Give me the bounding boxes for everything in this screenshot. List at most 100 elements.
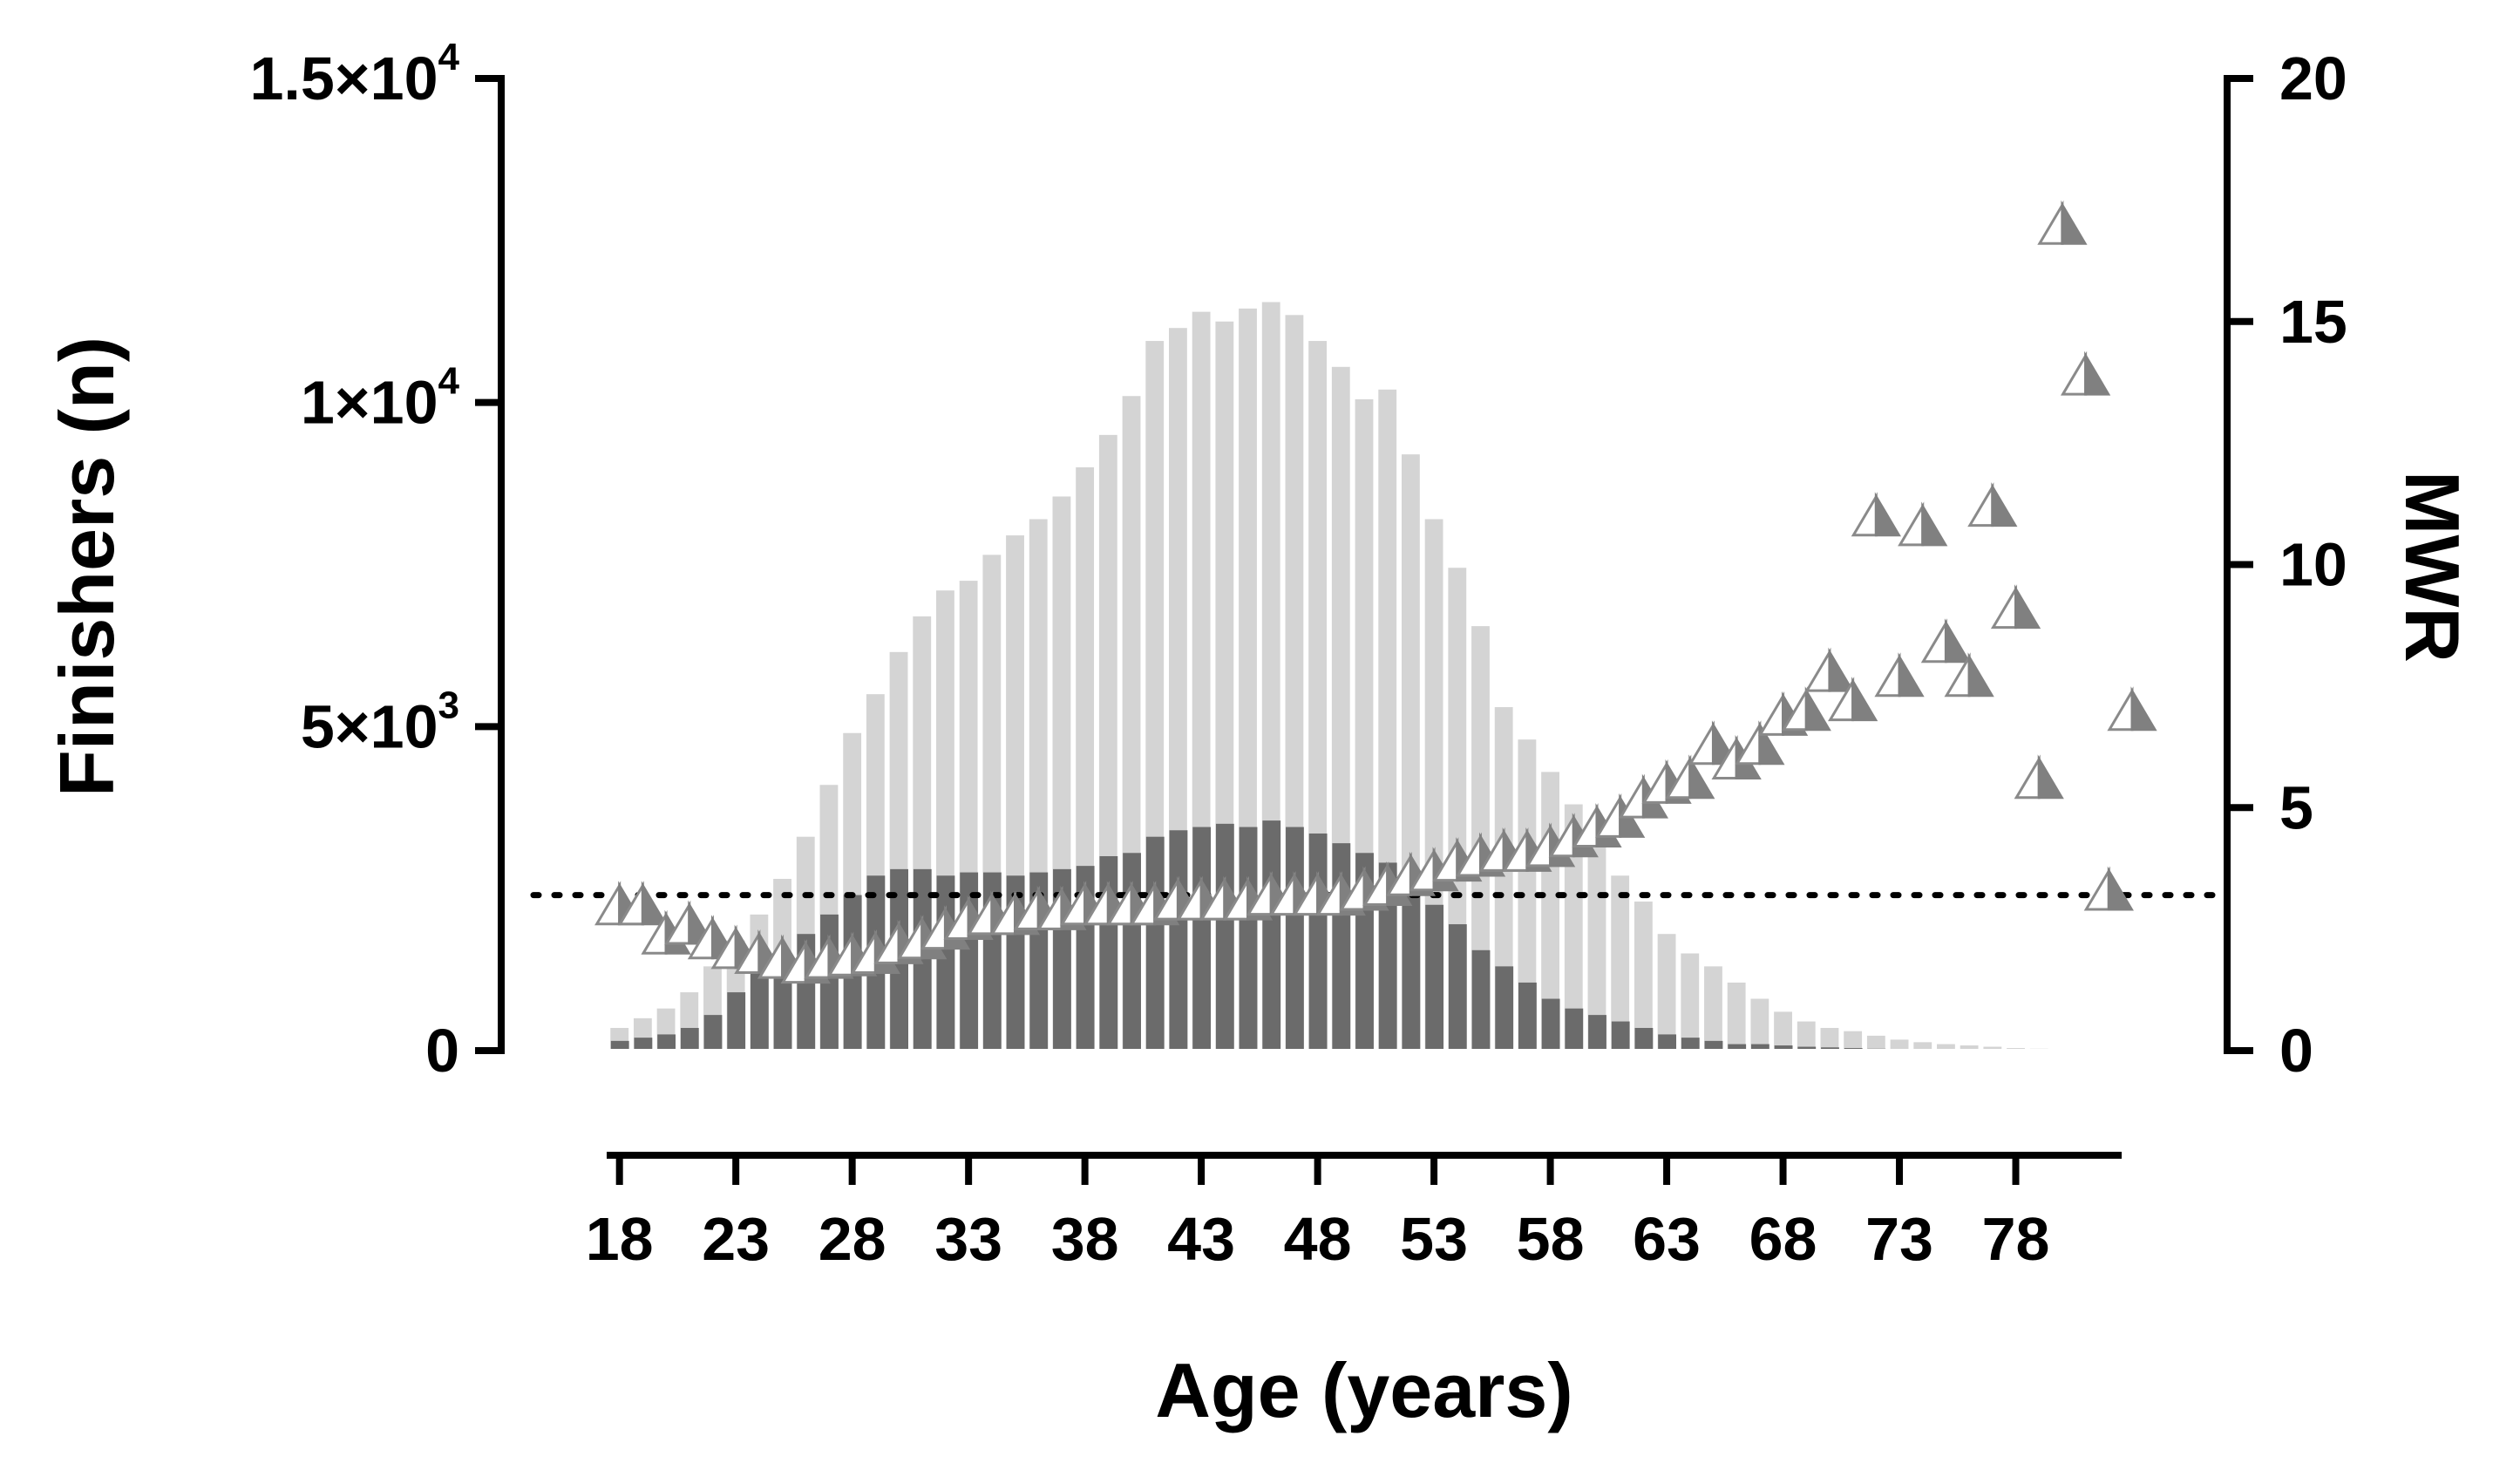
marker-right-half: [2084, 350, 2111, 396]
bar-all-finishers: [1890, 1039, 1909, 1049]
marker-right-half: [1898, 652, 1925, 698]
bar-all-finishers: [1983, 1046, 2002, 1049]
bar-all-finishers: [1657, 934, 1676, 1049]
marker-right-half: [2037, 754, 2064, 800]
bar-all-finishers: [1681, 953, 1700, 1049]
marker-left-half: [1804, 647, 1831, 692]
mwr-marker: [1967, 482, 2018, 527]
x-tick-label: 38: [1051, 1205, 1119, 1273]
bar-subgroup-finishers: [1286, 827, 1304, 1049]
mwr-marker: [2083, 866, 2134, 911]
marker-right-half: [1944, 618, 1972, 664]
marker-right-half: [1967, 652, 1994, 698]
bar-all-finishers: [1797, 1021, 1816, 1049]
bar-all-finishers: [1494, 707, 1513, 1049]
marker-right-half: [1851, 677, 1878, 722]
bar-subgroup-finishers: [1495, 966, 1514, 1049]
x-tick-label: 18: [586, 1205, 654, 1273]
marker-left-half: [1920, 618, 1947, 664]
mwr-marker: [1851, 492, 1901, 537]
x-tick-label: 48: [1284, 1205, 1352, 1273]
marker-left-half: [594, 881, 622, 926]
bar-all-finishers: [1774, 1011, 1792, 1049]
marker-left-half: [2037, 200, 2064, 245]
bar-all-finishers: [1913, 1042, 1932, 1049]
mwr-marker: [1828, 677, 1878, 722]
marker-right-half: [2130, 686, 2157, 732]
bar-subgroup-finishers: [1750, 1044, 1769, 1049]
x-axis-title: Age (years): [1155, 1347, 1572, 1433]
marker-left-half: [1688, 720, 1715, 766]
left-y-tick-label: 0: [425, 1017, 459, 1085]
right-y-tick-label: 5: [2279, 773, 2313, 841]
bar-subgroup-finishers: [657, 1034, 676, 1049]
bar-all-finishers: [1727, 982, 1746, 1049]
bar-subgroup-finishers: [680, 1027, 699, 1049]
mwr-marker: [1665, 754, 1715, 800]
mwr-marker: [1990, 584, 2041, 630]
x-tick-label: 53: [1400, 1205, 1468, 1273]
x-tick-label: 63: [1633, 1205, 1701, 1273]
mwr-marker: [2014, 754, 2064, 800]
bar-subgroup-finishers: [1681, 1038, 1700, 1049]
marker-left-half: [1967, 482, 1994, 527]
bar-subgroup-finishers: [1262, 820, 1281, 1049]
x-tick-label: 28: [818, 1205, 886, 1273]
mwr-markers: [594, 200, 2157, 984]
right-y-axis-title: MWR: [2389, 471, 2476, 663]
mwr-marker: [2107, 686, 2157, 732]
mwr-marker: [1898, 501, 1948, 547]
marker-left-half: [1898, 501, 1925, 547]
x-tick-label: 33: [934, 1205, 1002, 1273]
right-y-tick-label: 20: [2279, 44, 2347, 112]
bar-all-finishers: [1937, 1044, 1955, 1049]
bar-all-finishers: [2007, 1048, 2025, 1049]
x-tick-label: 78: [1982, 1205, 2050, 1273]
right-y-tick-label: 10: [2279, 531, 2347, 599]
mwr-marker: [2060, 350, 2111, 396]
bar-all-finishers: [1518, 739, 1537, 1049]
mwr-marker: [1920, 618, 1972, 664]
left-y-ticks: 0 5×103 1×104 1.5×104: [249, 36, 501, 1085]
marker-right-half: [1828, 647, 1855, 692]
marker-right-half: [1991, 482, 2018, 527]
bar-subgroup-finishers: [1145, 836, 1165, 1049]
x-tick-label: 23: [702, 1205, 770, 1273]
marker-left-half: [2107, 686, 2134, 732]
marker-right-half: [641, 881, 669, 926]
bar-subgroup-finishers: [1239, 827, 1258, 1049]
bar-subgroup-finishers: [634, 1038, 653, 1049]
marker-left-half: [2014, 754, 2041, 800]
bar-subgroup-finishers: [1448, 924, 1467, 1049]
left-y-tick-label: 1×104: [301, 360, 460, 437]
marker-right-half: [2061, 200, 2088, 245]
left-y-tick-label: 1.5×104: [249, 36, 459, 112]
bar-subgroup-finishers: [1308, 833, 1328, 1049]
bar-subgroup-finishers: [1565, 1008, 1584, 1049]
bar-subgroup-finishers: [703, 1015, 723, 1049]
bar-subgroup-finishers: [727, 992, 746, 1049]
bar-all-finishers: [1866, 1035, 1885, 1049]
mwr-marker: [2037, 200, 2088, 245]
bar-subgroup-finishers: [1541, 998, 1560, 1049]
right-y-ticks: 0 5 10 15 20: [2227, 44, 2347, 1085]
marker-left-half: [1618, 773, 1645, 819]
bar-subgroup-finishers: [1704, 1040, 1723, 1049]
bar-subgroup-finishers: [1821, 1047, 1839, 1049]
x-tick-label: 43: [1167, 1205, 1235, 1273]
bar-all-finishers: [1750, 998, 1769, 1049]
marker-right-half: [2107, 866, 2134, 911]
mwr-marker: [1944, 652, 1994, 698]
bar-all-finishers: [1611, 875, 1630, 1049]
marker-left-half: [2083, 866, 2110, 911]
x-tick-label: 73: [1865, 1205, 1933, 1273]
marker-left-half: [1944, 652, 1971, 698]
bar-all-finishers: [1820, 1027, 1839, 1049]
mwr-marker: [1781, 686, 1831, 732]
bar-all-finishers: [1587, 833, 1606, 1049]
bar-subgroup-finishers: [610, 1040, 629, 1049]
bar-subgroup-finishers: [1634, 1027, 1654, 1049]
bar-all-finishers: [1844, 1031, 1863, 1049]
bar-subgroup-finishers: [1844, 1048, 1863, 1049]
bar-subgroup-finishers: [1215, 823, 1234, 1049]
